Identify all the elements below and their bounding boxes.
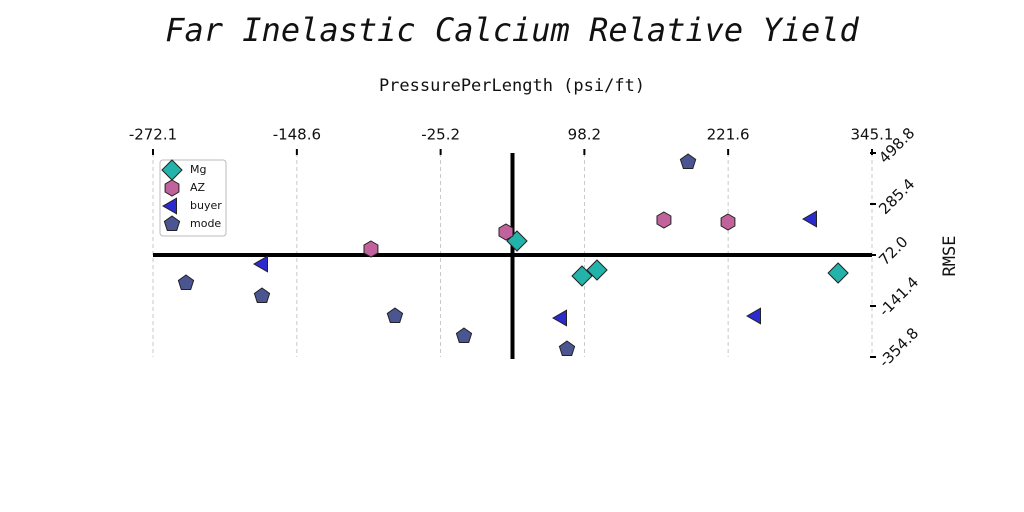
point bbox=[827, 262, 849, 284]
chart-title: Far Inelastic Calcium Relative Yield bbox=[165, 11, 859, 49]
y-tick-label: 285.4 bbox=[875, 175, 918, 218]
legend-marker bbox=[162, 197, 177, 215]
y-axis-label: RMSE bbox=[940, 236, 960, 277]
y-tick-label: -354.8 bbox=[875, 324, 922, 371]
point bbox=[656, 211, 672, 229]
x-tick-label: 221.6 bbox=[707, 126, 750, 144]
x-tick-label: 345.1 bbox=[851, 126, 894, 144]
x-tick-label: -272.1 bbox=[129, 126, 177, 144]
point bbox=[455, 327, 473, 343]
legend-marker bbox=[164, 179, 180, 197]
x-tick-label: -25.2 bbox=[421, 126, 460, 144]
legend-label: buyer bbox=[190, 199, 222, 212]
legend-label: AZ bbox=[190, 181, 206, 194]
legend-marker bbox=[163, 215, 181, 231]
point bbox=[679, 153, 697, 169]
point bbox=[363, 240, 379, 258]
point bbox=[746, 307, 761, 325]
legend-box bbox=[159, 159, 227, 237]
x-tick-label: -148.6 bbox=[273, 126, 321, 144]
x-tick-label: 98.2 bbox=[568, 126, 601, 144]
point bbox=[386, 307, 404, 323]
point bbox=[802, 210, 817, 228]
point bbox=[253, 287, 271, 303]
point bbox=[586, 259, 608, 281]
legend-label: mode bbox=[190, 217, 221, 230]
point bbox=[558, 340, 576, 356]
point bbox=[720, 213, 736, 231]
x-axis-label: PressurePerLength (psi/ft) bbox=[379, 76, 645, 96]
point bbox=[552, 309, 567, 327]
legend-label: Mg bbox=[190, 163, 206, 176]
point bbox=[177, 274, 195, 290]
point bbox=[253, 255, 268, 273]
y-tick-label: -141.4 bbox=[875, 273, 922, 320]
point bbox=[498, 223, 514, 241]
legend: Mg AZ buyer mode bbox=[159, 159, 227, 237]
point bbox=[571, 265, 593, 287]
y-tick-label: 72.0 bbox=[875, 233, 911, 269]
